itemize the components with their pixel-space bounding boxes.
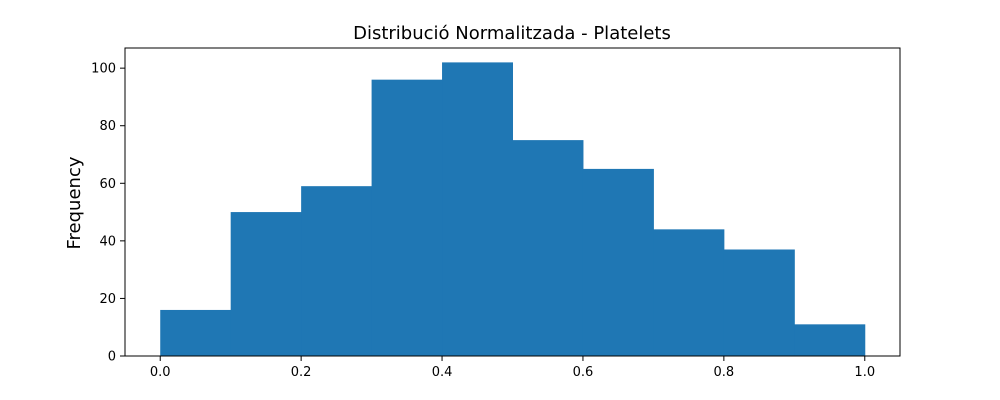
plot-frame <box>124 47 901 357</box>
y-tick-label: 60 <box>99 177 116 192</box>
histogram-bar <box>230 212 302 356</box>
histogram-bar <box>301 186 373 356</box>
histogram-bar <box>582 168 654 356</box>
y-tick-label: 80 <box>99 119 116 134</box>
x-tick-label: 0.6 <box>573 365 594 380</box>
y-axis-label: Frequency <box>64 156 85 249</box>
x-tick-label: 0.2 <box>291 365 312 380</box>
y-tick-label: 20 <box>99 292 116 307</box>
bars-group <box>160 62 866 357</box>
x-tick-label: 0.4 <box>432 365 453 380</box>
histogram-bar <box>371 79 443 357</box>
histogram-bar <box>442 62 513 357</box>
y-tick-label: 0 <box>108 350 116 365</box>
histogram-bar <box>653 229 725 356</box>
histogram-bar <box>512 140 584 356</box>
x-tick-label: 0.8 <box>714 365 735 380</box>
histogram-bar <box>723 249 795 356</box>
chart-title: Distribució Normalitzada - Platelets <box>353 23 671 44</box>
x-tick-label: 0.0 <box>150 365 171 380</box>
histogram-bar <box>160 309 232 356</box>
histogram-bar <box>794 324 866 356</box>
x-tick-label: 1.0 <box>854 365 875 380</box>
y-tick-label: 40 <box>99 234 116 249</box>
y-tick-label: 100 <box>91 62 116 77</box>
ticks-group: 0.0 0.2 0.4 0.6 0.8 1.0 0 20 40 60 80 100 <box>91 62 875 380</box>
